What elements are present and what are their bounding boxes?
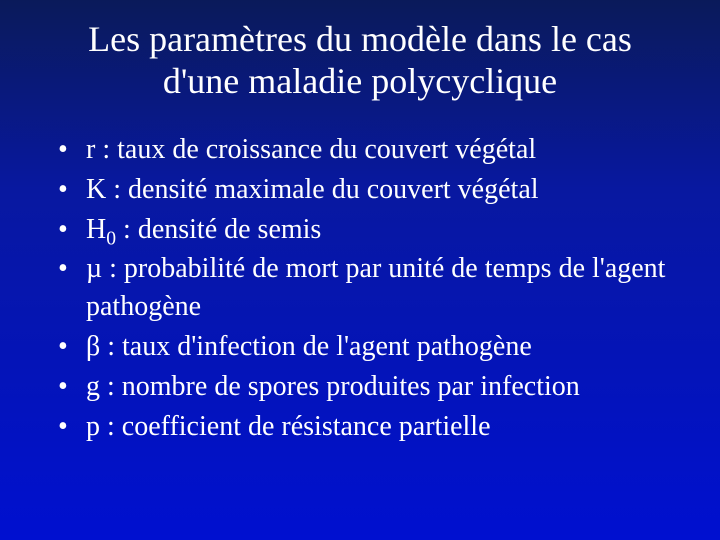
param-desc: densité maximale du couvert végétal (128, 174, 539, 205)
param-symbol: µ (86, 253, 102, 284)
param-symbol: H (86, 214, 106, 245)
param-desc: taux d'infection de l'agent pathogène (122, 331, 532, 362)
param-symbol: K (86, 174, 106, 205)
param-desc: densité de semis (138, 214, 322, 245)
list-item: µ : probabilité de mort par unité de tem… (58, 250, 670, 326)
param-symbol: β (86, 331, 100, 362)
list-item: H0 : densité de semis (58, 211, 670, 249)
param-symbol: r (86, 134, 95, 165)
slide: Les paramètres du modèle dans le cas d'u… (0, 0, 720, 540)
param-symbol: p (86, 411, 100, 442)
param-symbol: g (86, 371, 100, 402)
slide-title: Les paramètres du modèle dans le cas d'u… (40, 18, 680, 103)
list-item: r : taux de croissance du couvert végéta… (58, 131, 670, 169)
bullet-list: r : taux de croissance du couvert végéta… (40, 131, 680, 445)
param-desc: probabilité de mort par unité de temps d… (86, 253, 665, 322)
param-desc: coefficient de résistance partielle (122, 411, 491, 442)
param-desc: nombre de spores produites par infection (122, 371, 580, 402)
list-item: g : nombre de spores produites par infec… (58, 368, 670, 406)
list-item: β : taux d'infection de l'agent pathogèn… (58, 328, 670, 366)
param-desc: taux de croissance du couvert végétal (117, 134, 536, 165)
list-item: K : densité maximale du couvert végétal (58, 171, 670, 209)
list-item: p : coefficient de résistance partielle (58, 408, 670, 446)
param-subscript: 0 (106, 228, 116, 249)
